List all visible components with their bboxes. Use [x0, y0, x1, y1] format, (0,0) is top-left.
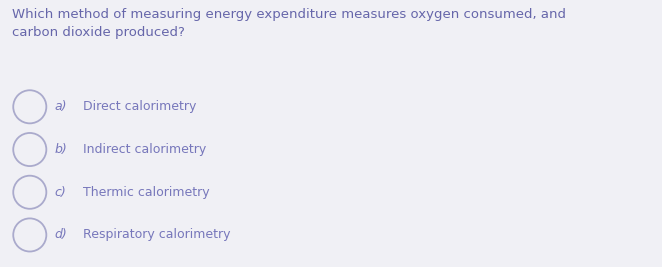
Text: d): d) — [54, 229, 67, 241]
Text: Indirect calorimetry: Indirect calorimetry — [83, 143, 206, 156]
Text: Respiratory calorimetry: Respiratory calorimetry — [83, 229, 230, 241]
Text: b): b) — [54, 143, 67, 156]
Text: Thermic calorimetry: Thermic calorimetry — [83, 186, 209, 199]
Text: Which method of measuring energy expenditure measures oxygen consumed, and
carbo: Which method of measuring energy expendi… — [12, 8, 566, 39]
Text: a): a) — [54, 100, 67, 113]
Text: Direct calorimetry: Direct calorimetry — [83, 100, 196, 113]
Text: c): c) — [54, 186, 66, 199]
